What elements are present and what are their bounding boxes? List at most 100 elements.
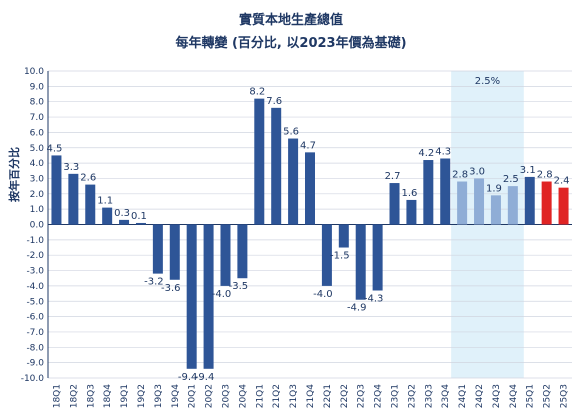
y-tick-label: 7.0 (30, 113, 45, 123)
x-tick-label: 21Q1 (255, 384, 265, 408)
bar (507, 186, 518, 225)
y-tick-label: -7.0 (26, 328, 44, 338)
x-tick-label: 23Q1 (391, 384, 401, 408)
y-tick-label: 8.0 (30, 98, 45, 108)
x-tick-label: 25Q2 (543, 384, 553, 408)
bar (474, 178, 485, 225)
data-label: 5.6 (283, 127, 299, 138)
bar (389, 183, 400, 225)
bar (51, 155, 62, 225)
data-label: 2.8 (452, 170, 468, 181)
x-tick-label: 24Q4 (509, 384, 519, 409)
x-tick-label: 20Q4 (238, 384, 248, 409)
bar (541, 181, 552, 225)
data-label: -3.5 (229, 281, 249, 292)
bar (254, 98, 265, 225)
x-tick-label: 22Q2 (340, 384, 350, 408)
y-tick-label: -4.0 (26, 282, 44, 292)
x-tick-label: 23Q4 (441, 384, 451, 409)
bar (152, 224, 163, 274)
data-label: 1.6 (401, 188, 417, 199)
y-tick-label: -5.0 (26, 297, 44, 307)
y-tick-label: 4.0 (30, 159, 45, 169)
x-tick-label: 20Q1 (188, 384, 198, 408)
y-tick-label: 10.0 (24, 67, 44, 77)
bar (203, 224, 214, 369)
data-label: 2.6 (80, 173, 96, 184)
bar (338, 224, 349, 248)
x-tick-label: 21Q4 (306, 384, 316, 409)
data-label: 7.6 (266, 96, 282, 107)
data-label: -1.5 (330, 251, 350, 262)
forecast-band-label: 2.5% (475, 76, 500, 87)
bar (490, 195, 501, 225)
x-tick-label: 20Q2 (205, 384, 215, 408)
y-tick-label: -6.0 (26, 313, 44, 323)
x-tick-label: 22Q1 (323, 384, 333, 408)
x-tick-label: 24Q3 (492, 384, 502, 408)
data-label: 8.2 (249, 87, 265, 98)
bar (305, 152, 315, 225)
y-tick-label: 5.0 (30, 144, 45, 154)
data-label: 4.2 (418, 148, 434, 159)
bar (558, 187, 569, 225)
bar (169, 224, 180, 280)
y-tick-label: -1.0 (26, 236, 44, 246)
data-label: -3.2 (144, 277, 164, 288)
x-tick-label: 24Q2 (475, 384, 485, 408)
bar (440, 158, 451, 225)
bar (237, 224, 248, 279)
bar (423, 160, 434, 225)
data-label: -9.4 (195, 372, 215, 383)
data-label: -4.0 (313, 289, 333, 300)
y-tick-label: 3.0 (30, 174, 45, 184)
x-tick-label: 20Q3 (221, 384, 231, 408)
bar (68, 173, 79, 225)
data-label: 0.1 (131, 211, 147, 222)
bar (102, 207, 113, 225)
bar (524, 176, 535, 225)
x-tick-label: 19Q1 (120, 384, 130, 408)
x-tick-label: 18Q2 (69, 384, 79, 408)
x-tick-label: 25Q1 (526, 384, 536, 408)
data-label: 2.5 (503, 174, 519, 185)
data-label: 2.7 (385, 171, 401, 182)
x-tick-label: 18Q3 (86, 384, 96, 408)
x-tick-label: 19Q2 (137, 384, 147, 408)
data-label: -3.6 (161, 283, 181, 294)
y-tick-label: -8.0 (26, 343, 44, 353)
y-tick-label: -3.0 (26, 267, 44, 277)
data-label: 1.9 (486, 183, 502, 194)
data-label: 3.0 (469, 166, 485, 177)
x-tick-label: 21Q3 (289, 384, 299, 408)
x-tick-label: 18Q1 (52, 384, 62, 408)
data-label: -4.3 (364, 294, 384, 305)
data-label: 0.3 (114, 208, 130, 219)
data-label: -4.9 (347, 303, 367, 314)
data-label: 4.5 (46, 143, 62, 154)
x-tick-label: 18Q4 (103, 384, 113, 409)
x-tick-label: 21Q2 (272, 384, 282, 408)
bar (321, 224, 332, 286)
data-label: -9.4 (178, 372, 198, 383)
data-label: -4.0 (212, 289, 232, 300)
bar (85, 184, 96, 225)
bar (457, 181, 468, 225)
data-label: 3.1 (520, 165, 536, 176)
y-tick-label: -2.0 (26, 251, 44, 261)
bar (372, 224, 383, 291)
y-tick-label: 6.0 (30, 128, 45, 138)
chart-title: 實質本地生產總值 (238, 13, 343, 28)
y-tick-label: -9.0 (26, 359, 44, 369)
data-label: 2.8 (537, 170, 553, 181)
bar (220, 224, 231, 286)
bar (119, 219, 130, 225)
bar (355, 224, 366, 300)
y-tick-label: 1.0 (30, 205, 45, 215)
data-label: 2.4 (554, 176, 570, 187)
x-tick-label: 19Q4 (171, 384, 181, 409)
x-tick-label: 24Q1 (458, 384, 468, 408)
data-label: 4.3 (435, 146, 451, 157)
y-tick-label: -10.0 (21, 374, 45, 384)
